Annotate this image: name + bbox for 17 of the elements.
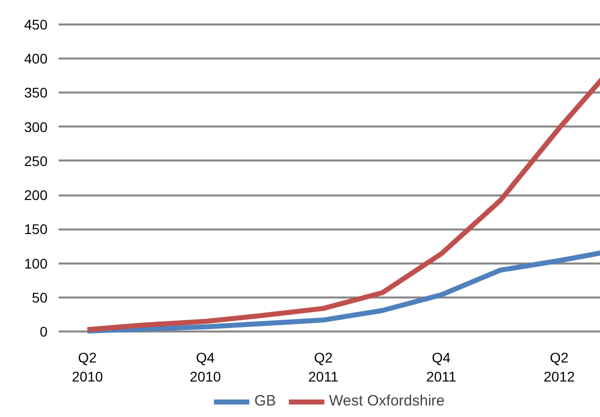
x-tick-label: Q4 2010: [190, 350, 222, 385]
legend-label: West Oxfordshire: [329, 392, 445, 410]
y-tick-label: 0: [40, 324, 48, 340]
x-tick-label: Q2 2011: [308, 350, 339, 385]
y-tick-label: 50: [32, 290, 48, 306]
y-tick-label: 300: [24, 118, 48, 135]
legend-label: GB: [254, 392, 276, 410]
y-tick-label: 200: [24, 187, 48, 204]
y-tick-label: 350: [24, 84, 48, 101]
y-tick-label: 400: [24, 50, 48, 66]
y-tick-label: 150: [24, 221, 48, 238]
y-tick-label: 100: [24, 255, 48, 272]
x-tick-label: Q2 2012: [544, 350, 575, 385]
x-tick-label: Q4 2011: [426, 350, 457, 385]
y-tick-label: 250: [24, 152, 48, 169]
x-tick-label: Q2 2010: [72, 350, 104, 385]
y-tick-label: 450: [24, 16, 48, 32]
